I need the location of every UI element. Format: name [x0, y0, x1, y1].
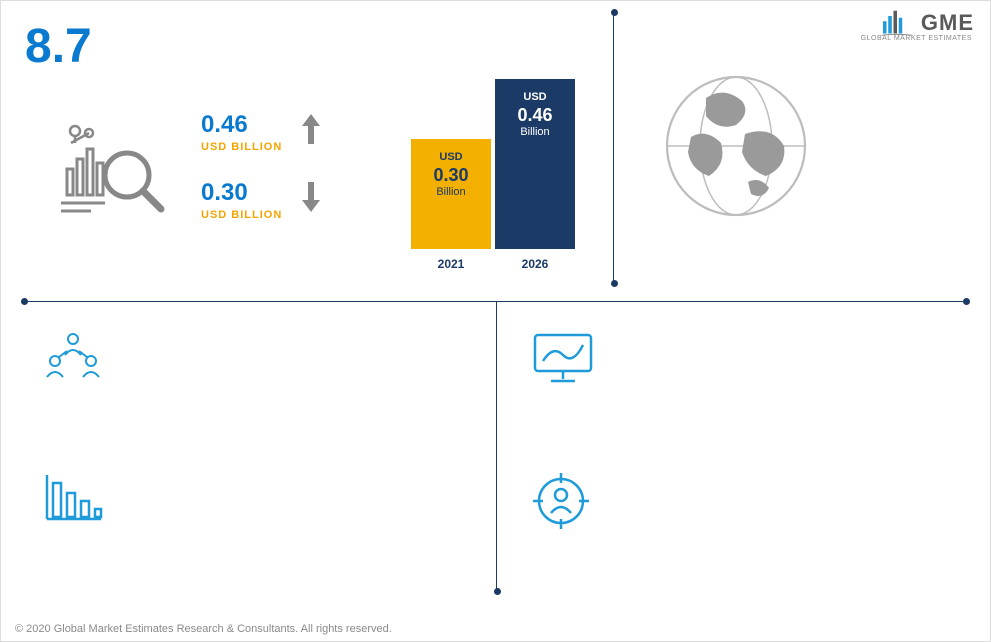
target-person-icon	[531, 471, 591, 536]
brand-subtitle: GLOBAL MARKET ESTIMATES	[861, 35, 972, 42]
bar-2026: USD 0.46Billion	[495, 79, 575, 249]
vertical-separator-bottom	[496, 301, 497, 591]
market-size-bar-chart: USD0.30BillionUSD0.46Billion 20212026	[411, 79, 591, 279]
bar-unit: Billion	[520, 126, 549, 138]
metric-low-unit: USD BILLION	[201, 209, 282, 221]
bar-currency: USD	[439, 151, 462, 163]
vertical-separator-top	[613, 13, 614, 283]
trend-monitor-icon	[531, 331, 595, 390]
bar-value: 0.30	[433, 165, 468, 186]
metric-low: 0.30 USD BILLION	[201, 179, 322, 221]
metric-high: 0.46 USD BILLION	[201, 111, 322, 153]
metric-high-value: 0.46	[201, 111, 282, 139]
bar-2021: USD 0.30Billion	[411, 139, 491, 249]
bar-currency: USD	[523, 91, 546, 103]
bar-unit: Billion	[436, 186, 465, 198]
arrow-down-icon	[300, 180, 322, 221]
bar-chart-icon	[41, 471, 105, 530]
bar-year-label: 2021	[411, 257, 491, 271]
metrics-column: 0.46 USD BILLION 0.30 USD BILLION	[201, 111, 322, 247]
globe-icon	[661, 71, 811, 226]
headline-cagr-value: 8.7	[25, 19, 92, 74]
bar-value: 0.46	[517, 105, 552, 126]
copyright-footer: © 2020 Global Market Estimates Research …	[15, 623, 392, 635]
analytics-magnifier-icon	[61, 119, 171, 224]
arrow-up-icon	[300, 112, 322, 153]
metric-high-unit: USD BILLION	[201, 141, 282, 153]
team-users-icon	[41, 331, 105, 390]
brand-name: GME	[921, 10, 974, 36]
bar-year-label: 2026	[495, 257, 575, 271]
brand-logo: GME	[879, 9, 974, 37]
top-metrics-row: 0.46 USD BILLION 0.30 USD BILLION USD 0.3…	[1, 111, 990, 281]
metric-low-value: 0.30	[201, 179, 282, 207]
brand-mark-icon	[879, 9, 915, 37]
